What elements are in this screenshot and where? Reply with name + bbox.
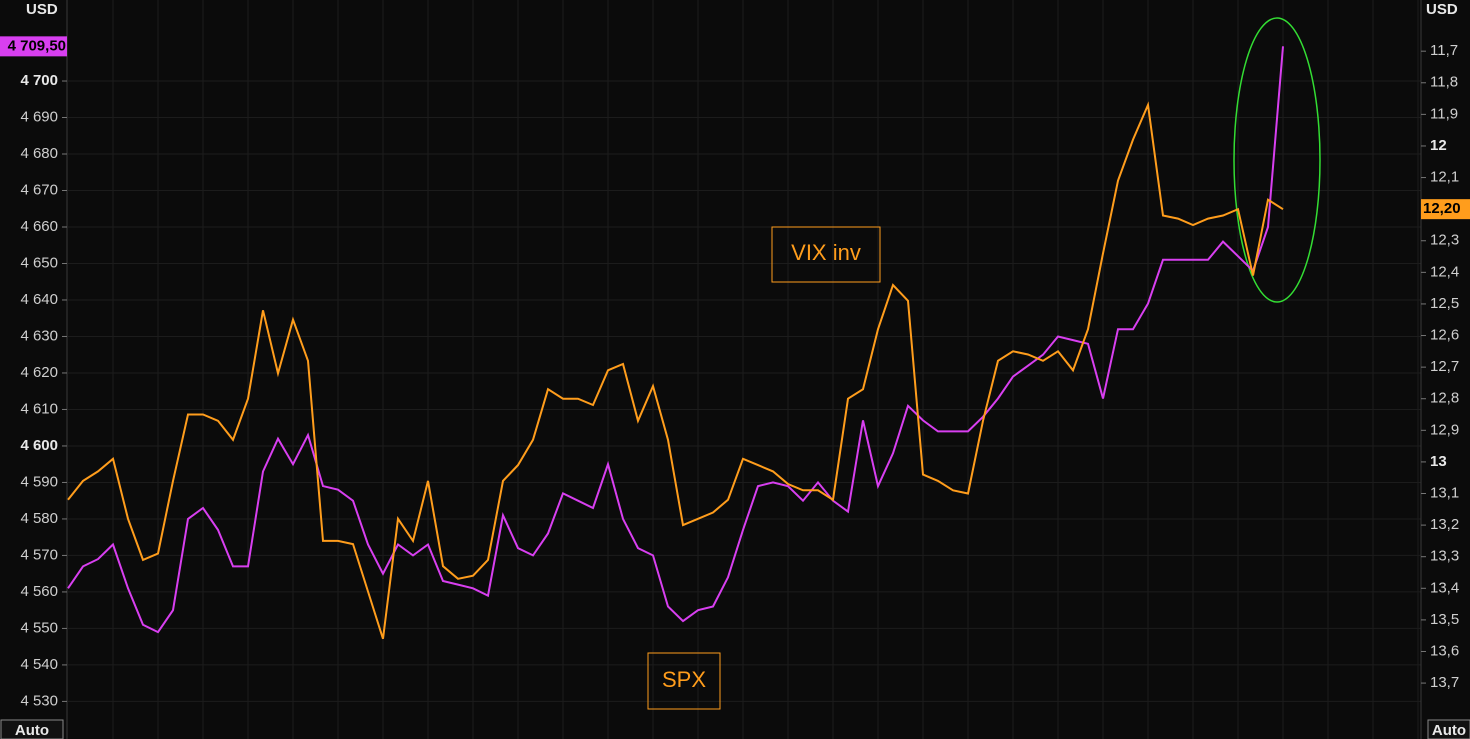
y-tick-label: 4 640 [20, 291, 58, 308]
y2-tick-label: 12,4 [1430, 263, 1459, 280]
last-price-label: 12,20 [1423, 200, 1461, 217]
y2-tick-label: 13,6 [1430, 642, 1459, 659]
y2-tick-label: 13,2 [1430, 516, 1459, 533]
annotation: SPX [662, 667, 706, 692]
y2-tick-label: 13,3 [1430, 548, 1459, 565]
auto-button[interactable] [1427, 719, 1470, 739]
y-tick-label: 4 650 [20, 254, 58, 271]
y-tick-label: 4 690 [20, 108, 58, 125]
y2-tick-label: 12,1 [1430, 169, 1459, 186]
y-tick-label: 4 660 [20, 218, 58, 235]
auto-button-label[interactable]: Auto [15, 722, 49, 739]
y2-tick-label: 12,5 [1430, 295, 1459, 312]
y-tick-label: 4 560 [20, 583, 58, 600]
y-tick-label: 4 590 [20, 473, 58, 490]
y-tick-label: 4 570 [20, 546, 58, 563]
y2-tick-label: 11,8 [1430, 74, 1458, 91]
y2-tick-label: 13 [1430, 453, 1447, 470]
annotation-box [771, 226, 881, 283]
y2-unit: USD [1426, 1, 1458, 18]
last-price-label: 4 709,50 [8, 37, 66, 54]
y2-tick-label: 12,3 [1430, 232, 1459, 249]
auto-button-label[interactable]: Auto [1432, 722, 1466, 739]
y-tick-label: 4 550 [20, 619, 58, 636]
y2-tick-label: 13,4 [1430, 579, 1459, 596]
y-tick-label: 4 620 [20, 364, 58, 381]
y2-tick-label: 13,7 [1430, 674, 1459, 691]
y-tick-label: 4 540 [20, 656, 58, 673]
y2-tick-label: 11,9 [1430, 105, 1458, 122]
annotation: VIX inv [791, 240, 861, 265]
y2-tick-label: 12,8 [1430, 390, 1459, 407]
series-line [67, 46, 1284, 634]
highlight-ellipse [1233, 17, 1321, 303]
y2-tick-label: 13,1 [1430, 484, 1459, 501]
last-price-box [1421, 199, 1470, 220]
y2-tick-label: 12 [1430, 137, 1447, 154]
y-tick-label: 4 680 [20, 145, 58, 162]
y-tick-label: 4 670 [20, 181, 58, 198]
y2-tick-label: 12,7 [1430, 358, 1459, 375]
y-tick-label: 4 630 [20, 327, 58, 344]
y2-tick-label: 12,6 [1430, 327, 1459, 344]
y-tick-label: 4 600 [20, 437, 58, 454]
last-price-box [0, 36, 67, 57]
auto-button[interactable] [0, 719, 64, 739]
y2-tick-label: 12,9 [1430, 421, 1459, 438]
annotation-box [647, 652, 721, 710]
y2-tick-label: 11,7 [1430, 42, 1458, 59]
y-tick-label: 4 580 [20, 510, 58, 527]
y-tick-label: 4 610 [20, 400, 58, 417]
y2-tick-label: 13,5 [1430, 611, 1459, 628]
y-tick-label: 4 700 [20, 72, 58, 89]
series-line [67, 101, 1284, 640]
y-unit: USD [26, 1, 58, 18]
y-tick-label: 4 530 [20, 692, 58, 709]
vertical-grid [112, 0, 1419, 739]
